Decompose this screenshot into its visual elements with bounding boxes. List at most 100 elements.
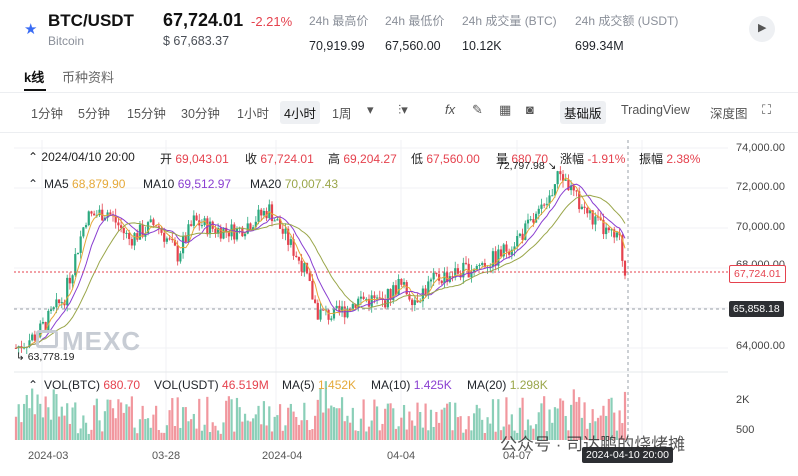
chart-kind-basic[interactable]: 基础版	[560, 101, 606, 124]
candle-body	[181, 236, 185, 254]
candle-body	[583, 206, 586, 208]
stat-24h-turnover: 24h 成交额 (USDT) 699.34M	[575, 14, 679, 53]
volume-bar	[502, 426, 505, 440]
volume-bar	[289, 403, 292, 440]
vol-ma10-legend: MA(10) 1.425K	[371, 378, 452, 392]
volume-bar	[553, 407, 557, 440]
candle-body	[257, 209, 260, 222]
volume-bar	[559, 398, 562, 440]
candle-body	[580, 206, 583, 210]
candle-body	[340, 306, 344, 312]
candle-body	[171, 238, 174, 241]
vol-legend-toggle-icon[interactable]: ⌃	[28, 378, 39, 392]
candle-body	[66, 277, 69, 306]
volume-bar	[41, 417, 45, 440]
volume-bar	[82, 415, 85, 440]
candle-body	[119, 225, 123, 228]
volume-bar	[241, 421, 244, 440]
favorite-star-icon[interactable]: ★	[24, 21, 38, 38]
volume-bar	[613, 412, 616, 440]
volume-bar	[621, 423, 624, 440]
candle-body	[305, 263, 309, 274]
price-axis-label: 74,000.00	[736, 142, 785, 154]
candle-body	[295, 255, 298, 258]
play-button[interactable]	[749, 16, 775, 42]
volume-bar	[179, 427, 182, 440]
candle-type-icon[interactable]: ⫶▾	[398, 102, 408, 117]
candle-body	[354, 304, 357, 308]
layout-grid-icon[interactable]: ▦	[499, 102, 512, 117]
volume-bar	[483, 432, 486, 440]
volume-bar	[74, 402, 77, 440]
volume-bar	[211, 422, 214, 440]
volume-bar	[233, 431, 236, 440]
volume-axis-label: 2K	[736, 394, 750, 406]
candle-body	[532, 219, 535, 223]
interval-1w[interactable]: 1周	[332, 107, 352, 121]
volume-bar	[607, 398, 610, 440]
candle-body	[276, 219, 279, 221]
volume-bar	[303, 402, 306, 440]
candle-body	[456, 268, 460, 274]
volume-bar	[295, 416, 298, 440]
volume-bar	[33, 414, 36, 440]
crosshair-time-tag: 2024-04-10 20:00	[582, 447, 673, 463]
candle-body	[319, 309, 322, 320]
candle-body	[588, 210, 592, 214]
volume-bar	[486, 417, 489, 440]
volume-bar	[421, 427, 424, 440]
volume-bar	[39, 403, 42, 440]
indicator-fx-icon[interactable]: fx	[445, 102, 456, 117]
candle-body	[400, 278, 403, 285]
candle-body	[370, 295, 373, 307]
tab-kline[interactable]: k线	[24, 70, 45, 85]
tab-coin-info[interactable]: 币种资料	[62, 70, 115, 85]
mexc-logo-icon	[36, 330, 58, 348]
ohlc-close: 收 67,724.01	[245, 152, 314, 166]
volume-bar	[346, 415, 349, 440]
fullscreen-icon[interactable]: ⛶	[762, 102, 772, 117]
interval-1m[interactable]: 1分钟	[31, 107, 63, 121]
candle-body	[623, 260, 627, 276]
interval-30m[interactable]: 30分钟	[181, 107, 220, 121]
candle-body	[346, 308, 349, 318]
chart-kind-depth[interactable]: 深度图	[710, 107, 748, 121]
chevron-down-icon[interactable]: ▾	[367, 102, 374, 117]
candle-body	[567, 179, 570, 191]
interval-15m[interactable]: 15分钟	[127, 107, 166, 121]
volume-bar	[58, 416, 61, 440]
candle-body	[413, 300, 416, 306]
candle-body	[464, 262, 468, 264]
volume-bar	[52, 389, 55, 440]
chart-kind-tradingview[interactable]: TradingView	[621, 103, 690, 117]
candle-body	[130, 239, 133, 246]
price-axis-label: 72,000.00	[736, 181, 785, 193]
volume-bar	[408, 411, 411, 440]
candle-body	[308, 273, 311, 282]
camera-icon[interactable]: ◙	[526, 102, 534, 117]
volume-bar	[516, 432, 519, 440]
candle-body	[133, 233, 136, 246]
interval-4h[interactable]: 4小时	[280, 101, 320, 124]
candle-body	[596, 216, 600, 218]
volume-axis-label: 500	[736, 424, 755, 436]
volume-bar	[343, 421, 346, 440]
volume-bar	[335, 408, 338, 440]
volume-bar	[28, 408, 31, 440]
volume-bar	[206, 396, 209, 440]
candle-body	[561, 174, 565, 181]
volume-bar	[31, 388, 34, 440]
interval-5m[interactable]: 5分钟	[78, 107, 110, 121]
candle-body	[489, 266, 492, 268]
volume-bar	[362, 399, 365, 440]
candle-body	[534, 213, 538, 223]
candle-body	[33, 334, 36, 341]
ma-legend-toggle-icon[interactable]: ⌃	[28, 177, 39, 191]
price-axis-label: 64,000.00	[736, 340, 785, 352]
volume-bar	[413, 425, 416, 440]
interval-1h[interactable]: 1小时	[237, 107, 269, 121]
draw-pencil-icon[interactable]: ✎	[472, 102, 483, 117]
candle-body	[246, 223, 249, 234]
chart-toolbar: 1分钟 5分钟 15分钟 30分钟 1小时 4小时 1周 ▾ ⫶▾ fx ✎ ▦…	[0, 96, 798, 126]
